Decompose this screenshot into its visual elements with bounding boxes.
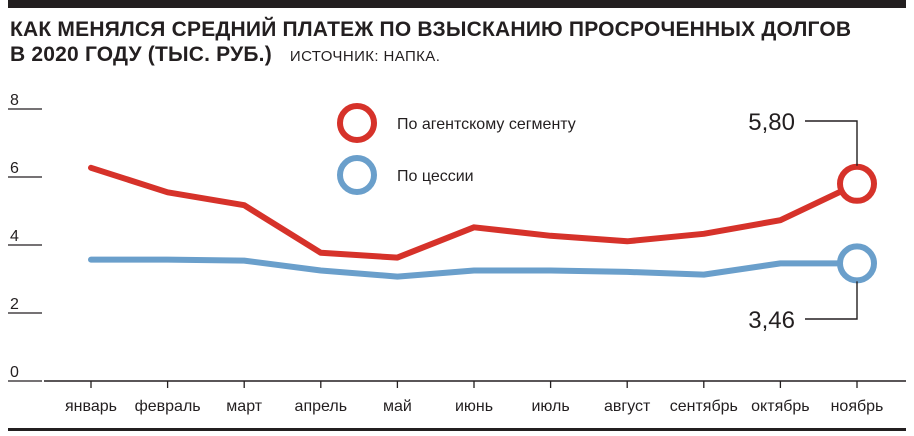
y-tick-label-6: 6 (10, 160, 19, 177)
callout-leader-agent (805, 120, 858, 166)
x-tick-label-7: август (604, 398, 651, 415)
x-tick-label-2: март (226, 398, 262, 415)
bottom-rule (8, 428, 906, 431)
x-tick-label-6: июль (531, 398, 569, 415)
title-line-1: КАК МЕНЯЛСЯ СРЕДНИЙ ПЛАТЕЖ ПО ВЗЫСКАНИЮ … (10, 18, 852, 41)
x-tick-label-4: май (383, 398, 412, 415)
legend-marker-cession (337, 155, 377, 195)
x-tick-label-9: октябрь (751, 398, 809, 415)
legend-marker-agent (337, 103, 377, 143)
x-tick-label-1: февраль (135, 398, 201, 415)
x-tick-label-5: июнь (455, 398, 493, 415)
x-tick-label-10: ноябрь (831, 398, 884, 415)
chart-title: КАК МЕНЯЛСЯ СРЕДНИЙ ПЛАТЕЖ ПО ВЗЫСКАНИЮ … (10, 17, 900, 69)
y-tick-label-2: 2 (10, 296, 19, 313)
y-tick-label-4: 4 (10, 228, 19, 245)
x-tick-label-3: апрель (295, 398, 348, 415)
end-marker-agent (837, 163, 877, 204)
x-tick-label-8: сентябрь (670, 398, 738, 415)
source-note: ИСТОЧНИК: НАПКА. (289, 48, 441, 65)
end-marker-cession (837, 243, 877, 284)
x-tick-label-0: январь (65, 398, 117, 415)
legend-label-cession: По цессии (397, 168, 474, 185)
series-line-cession (88, 256, 860, 280)
top-rule (8, 0, 906, 8)
y-tick-label-0: 0 (10, 364, 19, 381)
callout-label-agent: 5,80 (748, 109, 795, 136)
callout-label-cession: 3,46 (748, 307, 795, 334)
y-tick-label-8: 8 (10, 92, 19, 109)
series-line-agent (88, 164, 860, 261)
legend-label-agent: По агентскому сегменту (397, 116, 576, 133)
callout-leader-cession (805, 281, 858, 320)
title-line-2: В 2020 ГОДУ (ТЫС. РУБ.) (10, 43, 272, 66)
